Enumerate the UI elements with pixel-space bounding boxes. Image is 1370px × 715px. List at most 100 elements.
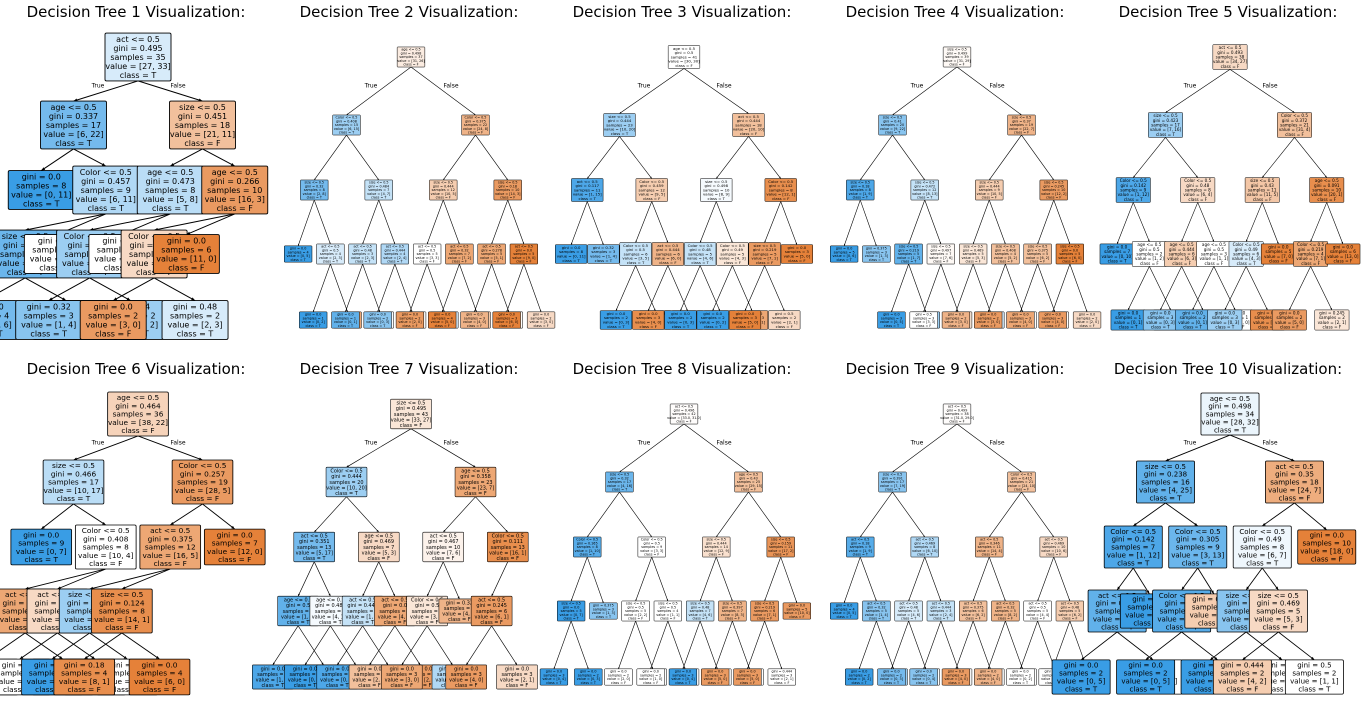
node-box [599,310,633,330]
tree-edge [401,625,428,666]
node-box [445,664,487,690]
node-text-line: gini = 0.0 [94,302,133,311]
node-text-line: samples = 2 [978,673,999,677]
node-box [574,668,603,686]
node-text-line: samples = 8 [99,607,145,616]
node-text-line: size <= 0.5 [979,181,999,185]
edge-arrowhead [989,310,991,312]
node-text-line: value = [0, 4] [671,677,695,681]
tree-panel-9: Decision Tree 9 Visualization:True Falsea… [830,360,1102,686]
node-text-line: gini = 0.0 [836,604,852,608]
true-edge-label: True [91,83,105,90]
node-text-line: samples = 10 [703,187,730,192]
node-text-line: value = [8, 2] [994,613,1018,617]
node-text-line: samples = 2 [604,315,629,320]
edge-arrowhead [1194,522,1198,526]
node-text-line: value = [5, 1] [0,615,51,624]
tree-edge [362,263,381,312]
edge-arrowhead [973,599,975,601]
edge-arrowhead [272,662,275,665]
edge-arrowhead [473,465,476,468]
edge-arrowhead [1181,586,1185,590]
edge-arrowhead [923,310,925,312]
node-box [299,311,328,329]
edge-arrowhead [988,667,990,669]
node-text-line: samples = 4 [283,609,314,615]
node-text-line: class = F [400,423,423,429]
node-text-line: samples = 3 [785,249,810,254]
node-text-line: class = F [1221,64,1240,69]
node-text-line: gini = 0.32 [305,184,324,188]
edge-arrowhead [1201,307,1203,310]
tree-edge [51,632,90,660]
node-text-line: samples = 8 [850,188,871,192]
node-text-line: class = T [0,329,3,338]
node-box [894,243,923,265]
edge-arrowhead [746,111,749,114]
node-text-line: value = [0, 2] [320,678,354,684]
node-text-line: gini = 0.5 [322,248,338,252]
node-text-line: value = [5, 2] [994,256,1018,260]
node-box [380,243,409,265]
node-text-line: class = F [506,683,529,689]
node-text-line: gini = 0.464 [115,401,161,410]
edge-arrowhead [121,586,126,590]
node-text-line: gini = 0.5 [1204,247,1225,252]
node-box [1115,177,1151,203]
tree-edge [394,625,421,666]
node-text-line: samples = 12 [913,188,936,192]
node-box [316,243,345,265]
node-text-line: samples = 3 [636,315,661,320]
tree-edge [1132,567,1150,595]
node-text-line: class = F [111,685,144,694]
edge-arrowhead [62,297,67,301]
edge-arrowhead [377,178,379,180]
node-text-line: gini = 0.498 [704,183,728,188]
node-text-line: gini = 0.0 [675,670,691,674]
node-text-line: gini = 0.375 [465,119,486,123]
edge-arrowhead [1224,307,1227,310]
node-box [845,668,874,686]
node-text-line: class = T [579,196,597,201]
node-text-line: age <= 0.5 [461,469,490,475]
edge-arrowhead [385,662,388,665]
node-text-line: gini = 0.391 [882,476,903,480]
tree-edge [732,620,750,669]
node-box [942,46,972,68]
node-text-line: value = [4, 16] [312,614,349,620]
node-text-line: gini = 0.0 [533,313,549,317]
tree-edge [1242,631,1279,661]
node-text-line: samples = 35 [110,53,165,62]
node-text-line: value = [1, 2] [346,614,380,620]
edge-arrowhead [716,176,718,179]
tree-edge [1229,434,1295,462]
node-text-line: class = T [387,260,403,264]
edge-arrowhead [891,667,893,669]
node-text-line: class = T [675,681,691,685]
node-text-line: age <= 0.5 [50,103,96,112]
edge-arrowhead [1310,656,1315,660]
node-text-line: class = T [370,324,386,328]
edge-arrowhead [764,599,766,601]
node-box [1232,525,1292,569]
edge-arrowhead [700,599,702,601]
node-text-line: class = T [917,553,933,557]
node-text-line: value = [23, 7] [457,485,494,491]
node-box [878,114,907,136]
node-box [748,242,781,266]
tree-edge [89,632,128,660]
node-text-line: class = T [1215,324,1234,329]
edge-arrowhead [1117,586,1121,590]
node-text-line: gini = 0.5 [644,541,660,545]
tree-edge [987,263,1006,312]
node-text-line: class = F [1317,197,1336,202]
node-box [1055,243,1084,265]
node-text-line: samples = 10 [496,188,519,192]
